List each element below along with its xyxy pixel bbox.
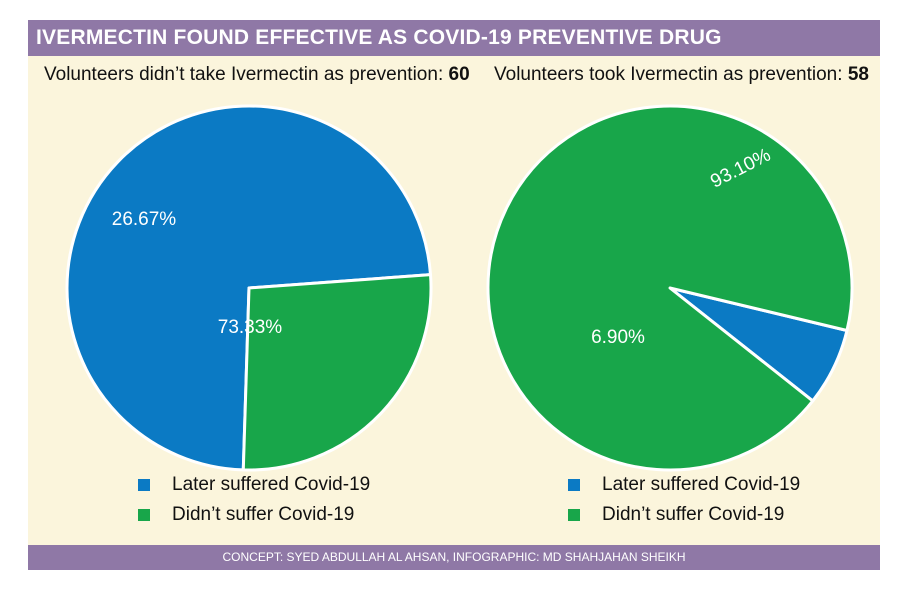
infographic-card: IVERMECTIN FOUND EFFECTIVE AS COVID-19 P… xyxy=(28,20,880,570)
legend-label-suffered: Later suffered Covid-19 xyxy=(602,474,801,495)
pie-left-slice-1 xyxy=(241,273,433,472)
legend-label-not-suffered: Didn’t suffer Covid-19 xyxy=(172,504,355,525)
legend-label-suffered: Later suffered Covid-19 xyxy=(172,474,371,495)
pie-right-slice-1 xyxy=(486,104,854,472)
pie-left-title: Volunteers didn’t take Ivermectin as pre… xyxy=(44,64,470,86)
legend-swatch-suffered xyxy=(568,479,580,491)
legend-right: Later suffered Covid-19 Didn’t suffer Co… xyxy=(568,470,800,530)
pie-left-label-1: 26.67% xyxy=(112,209,177,230)
legend-swatch-suffered xyxy=(138,479,150,491)
pie-left-label-0: 73.33% xyxy=(218,317,283,338)
pie-charts: 73.33%26.67%6.90%93.10% xyxy=(65,104,854,472)
pie-right-title-value: 58 xyxy=(847,64,869,85)
legend-label-not-suffered: Didn’t suffer Covid-19 xyxy=(602,504,785,525)
legend-item: Later suffered Covid-19 xyxy=(568,470,800,500)
page-title: IVERMECTIN FOUND EFFECTIVE AS COVID-19 P… xyxy=(28,20,880,56)
pie-right-label-0: 6.90% xyxy=(591,327,645,348)
pie-left-title-text: Volunteers didn’t take Ivermectin as pre… xyxy=(44,64,444,85)
pie-left-title-value: 60 xyxy=(448,64,470,85)
credit-footer: CONCEPT: SYED ABDULLAH AL AHSAN, INFOGRA… xyxy=(28,545,880,570)
legend-item: Later suffered Covid-19 xyxy=(138,470,370,500)
legend-item: Didn’t suffer Covid-19 xyxy=(138,500,370,530)
legend-item: Didn’t suffer Covid-19 xyxy=(568,500,800,530)
legend-left: Later suffered Covid-19 Didn’t suffer Co… xyxy=(138,470,370,530)
legend-swatch-not-suffered xyxy=(138,509,150,521)
pie-right-title: Volunteers took Ivermectin as prevention… xyxy=(494,64,869,86)
legend-swatch-not-suffered xyxy=(568,509,580,521)
pie-right-title-text: Volunteers took Ivermectin as prevention… xyxy=(494,64,843,85)
